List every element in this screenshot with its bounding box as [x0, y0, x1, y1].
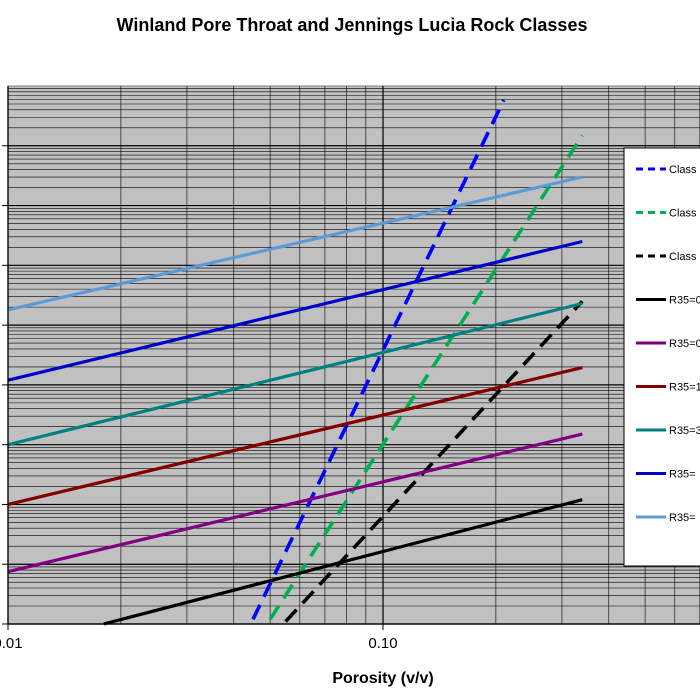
x-tick-label: 0.10 [368, 635, 397, 652]
legend-label: R35= [669, 512, 696, 524]
grid-major [7, 86, 700, 625]
series-line [7, 239, 583, 382]
series-line [268, 134, 584, 621]
legend-label: Class [669, 208, 697, 220]
y-ticks [2, 145, 8, 625]
legend-label: R35=0 [669, 295, 700, 307]
legend-box [623, 147, 700, 567]
legend-items: Class Class Class R35=0 R35=0 R35=1 R35=3 R35= R… [636, 164, 700, 524]
legend-label: R35=0 [669, 338, 700, 350]
legend-label: R35=1 [669, 382, 700, 394]
plot-area [7, 85, 700, 625]
legend: Class Class Class R35=0 R35=0 R35=1 R35=3 R35= R… [623, 147, 700, 567]
x-tick-label: 0.01 [0, 635, 23, 652]
series-line [7, 366, 583, 506]
series-line [7, 301, 583, 447]
series-layer [7, 99, 584, 626]
series-line [251, 99, 506, 621]
x-tick-labels: 0.01 0.10 [0, 624, 398, 652]
legend-label: R35=3 [669, 425, 700, 437]
legend-label: Class [669, 164, 697, 176]
x-axis-label: Porosity (v/v) [332, 670, 433, 687]
series-line [7, 432, 583, 574]
legend-label: Class [669, 251, 697, 263]
legend-label: R35= [669, 469, 696, 481]
series-line [103, 498, 583, 626]
series-line [284, 300, 584, 623]
series-line [7, 175, 583, 312]
chart-title: Winland Pore Throat and Jennings Lucia R… [117, 15, 588, 35]
